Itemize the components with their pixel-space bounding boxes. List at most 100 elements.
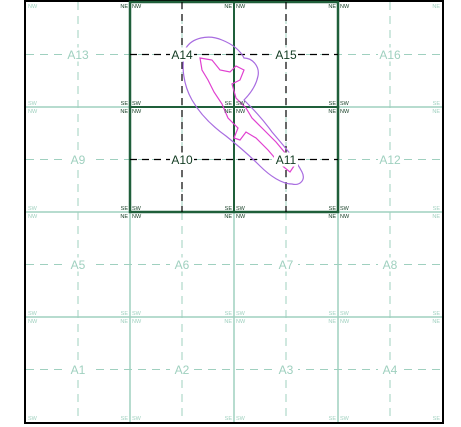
cell-label-background	[170, 152, 194, 167]
corner-label: SW	[236, 416, 246, 422]
corner-label: SE	[121, 311, 129, 317]
corner-label: SE	[329, 206, 337, 212]
cell-label-background	[274, 152, 298, 167]
cell-label-background	[378, 362, 402, 377]
corner-label: NE	[120, 214, 128, 220]
cell-label-background	[66, 362, 90, 377]
corner-label: SE	[225, 311, 233, 317]
corner-label: SW	[28, 311, 38, 317]
cell-label-background	[378, 257, 402, 272]
cell-label: A8	[383, 258, 398, 272]
cell-label: A11	[276, 153, 297, 167]
corner-label: SW	[236, 311, 246, 317]
corner-label: NE	[120, 4, 128, 10]
corner-label: NE	[224, 319, 232, 325]
cell-label: A7	[279, 258, 294, 272]
corner-label: SE	[329, 416, 337, 422]
corner-label: SW	[132, 416, 142, 422]
corner-label: NW	[28, 214, 38, 220]
corner-label: NE	[224, 214, 232, 220]
corner-label: SW	[28, 101, 38, 107]
cell-label-background	[170, 47, 194, 62]
corner-label: NW	[340, 214, 350, 220]
corner-label: SW	[236, 206, 246, 212]
corner-label: SW	[340, 206, 350, 212]
corner-label: SW	[132, 206, 142, 212]
corner-label: SE	[121, 101, 129, 107]
cell-label: A13	[67, 48, 89, 62]
cell-label: A9	[71, 153, 86, 167]
cell-label: A3	[279, 363, 294, 377]
cell-label-background	[66, 152, 90, 167]
corner-label: NW	[132, 319, 142, 325]
corner-label: SW	[28, 206, 38, 212]
corner-label: NW	[132, 4, 142, 10]
cell-label: A6	[175, 258, 190, 272]
corner-label: SW	[132, 101, 142, 107]
cell-label: A10	[171, 153, 193, 167]
cell-label-background	[378, 152, 402, 167]
corner-label: SE	[433, 101, 441, 107]
corner-label: NW	[340, 109, 350, 115]
corner-label: NW	[28, 109, 38, 115]
cell-label-background	[170, 362, 194, 377]
corner-label: NE	[328, 109, 336, 115]
corner-label: SE	[225, 416, 233, 422]
corner-label: SW	[28, 416, 38, 422]
cell-label: A16	[379, 48, 401, 62]
corner-label: SE	[121, 416, 129, 422]
corner-label: NW	[236, 4, 246, 10]
corner-label: NE	[120, 109, 128, 115]
cell-label: A15	[275, 48, 297, 62]
corner-label: SE	[433, 206, 441, 212]
corner-label: SW	[340, 101, 350, 107]
corner-label: NW	[340, 4, 350, 10]
cell-label-background	[274, 257, 298, 272]
corner-label: NE	[432, 214, 440, 220]
corner-label: SE	[329, 311, 337, 317]
corner-label: NE	[328, 319, 336, 325]
corner-label: NW	[132, 214, 142, 220]
cell-label: A5	[71, 258, 86, 272]
corner-label: NW	[28, 319, 38, 325]
corner-label: SE	[433, 416, 441, 422]
cell-label: A2	[175, 363, 190, 377]
corner-label: SW	[340, 311, 350, 317]
cell-label-background	[66, 47, 90, 62]
cell-label: A12	[379, 153, 401, 167]
corner-label: SW	[132, 311, 142, 317]
cell-label: A4	[383, 363, 398, 377]
corner-label: NE	[224, 4, 232, 10]
corner-label: NE	[432, 319, 440, 325]
corner-label: NE	[432, 4, 440, 10]
corner-label: NE	[120, 319, 128, 325]
corner-label: NW	[236, 319, 246, 325]
cell-label-background	[170, 257, 194, 272]
cell-label: A1	[71, 363, 86, 377]
corner-label: NW	[28, 4, 38, 10]
corner-label: NE	[224, 109, 232, 115]
corner-label: NW	[340, 319, 350, 325]
cell-labels: A13 A14 A15 A16 A9 A10 A11 A12 A5 A6 A7 A8 A1 A2 A3 A4	[66, 47, 402, 377]
highlight-grid-lines	[128, 0, 340, 214]
corner-label: SW	[340, 416, 350, 422]
cell-label-background	[378, 47, 402, 62]
cell-label: A14	[171, 48, 193, 62]
cell-label-background	[66, 257, 90, 272]
corner-label: SE	[225, 206, 233, 212]
corner-label: NW	[132, 109, 142, 115]
corner-label: NE	[432, 109, 440, 115]
corner-label: SE	[329, 101, 337, 107]
corner-label: NW	[236, 214, 246, 220]
corner-label: NE	[328, 214, 336, 220]
corner-label: SE	[433, 311, 441, 317]
corner-label: NE	[328, 4, 336, 10]
cell-label-background	[274, 47, 298, 62]
corner-label: NW	[236, 109, 246, 115]
corner-label: SE	[225, 101, 233, 107]
cell-label-background	[274, 362, 298, 377]
corner-label: SE	[121, 206, 129, 212]
corner-label: SW	[236, 101, 246, 107]
